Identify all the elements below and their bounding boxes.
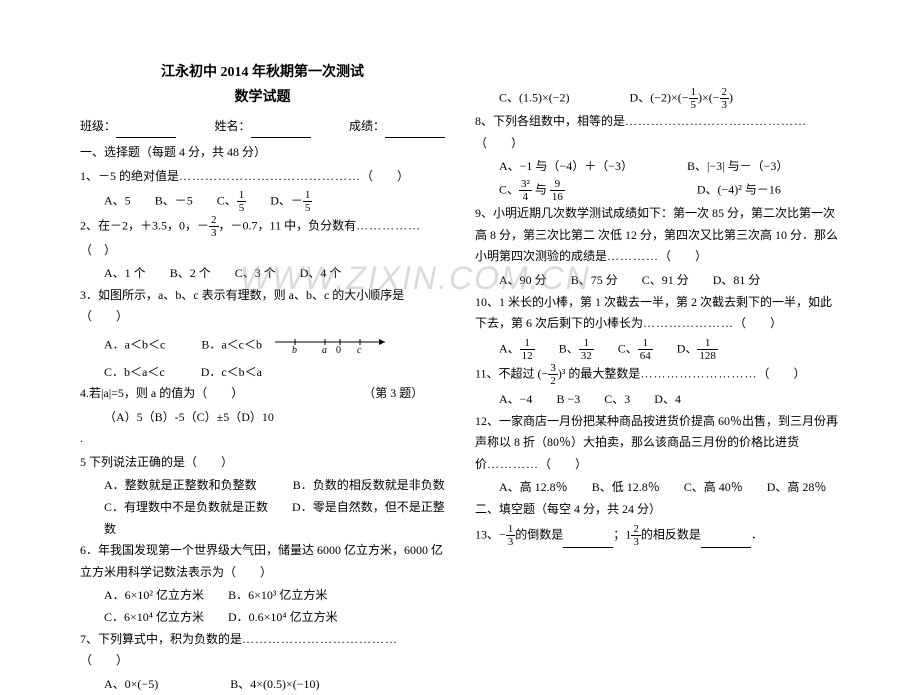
q7-options-cd: C、(1.5)×(−2) D、(−2)×(−15)×(−23)	[475, 60, 840, 111]
name-label: 姓名：	[214, 116, 250, 138]
right-column: C、(1.5)×(−2) D、(−2)×(−15)×(−23) 8、下列各组数中…	[475, 60, 840, 631]
exam-subtitle: 数学试题	[80, 85, 445, 110]
q13: 13、−13的倒数是；123的相反数是．	[475, 523, 840, 548]
svg-text:b: b	[292, 345, 297, 354]
q1-options: A、5 B、－5 C、15 D、－15	[80, 189, 445, 214]
q3-options: A．a＜b＜c B．a＜c＜b ba0c C．b＜a＜c D．c＜b＜a	[80, 330, 445, 383]
q4: 4.若|a|=5，则 a 的值为（ ） （第 3 题）	[80, 383, 445, 405]
q11-options: A、−4 B −3 C、3 D、4	[475, 389, 840, 411]
q6-options: A．6×10² 亿立方米 B．6×10³ 亿立方米 C．6×10⁴ 亿立方米 D…	[80, 585, 445, 628]
q10: 10、1 米长的小棒，第 1 次截去一半，第 2 次截去剩下的一半，如此下去，第…	[475, 292, 840, 335]
svg-text:0: 0	[336, 345, 341, 354]
q10-options: A、112 B、132 C、164 D、1128	[475, 337, 840, 362]
q1: 1、－5 的绝对值是……………………………………（ ）	[80, 166, 445, 188]
q8: 8、下列各组数中，相等的是……………………………………（ ）	[475, 111, 840, 154]
q12-options: A、高 12.8％ B、低 12.8％ C、高 40％ D、高 28％	[475, 477, 840, 499]
info-line: 班级： 姓名： 成绩：	[80, 116, 445, 138]
section-2-heading: 二、填空题（每空 4 分，共 24 分）	[475, 499, 840, 521]
q8-options: A、−1 与（−4）＋（−3） B、|−3| 与－（−3） C、3²4 与 91…	[475, 156, 840, 203]
number-line-figure: b a0 c	[275, 330, 395, 362]
q9: 9、小明近期几次数学测试成绩如下：第一次 85 分，第二次比第一次高 8 分，第…	[475, 203, 840, 268]
left-column: 江永初中 2014 年秋期第一次测试 数学试题 班级： 姓名： 成绩： 一、选择…	[80, 60, 445, 631]
svg-text:a: a	[322, 345, 327, 354]
q7: 7、下列算式中，积为负数的是………………………………（ ）	[80, 629, 445, 672]
q7-options-ab: A、0×(−5) B、4×(0.5)×(−10)	[80, 674, 445, 695]
q9-options: A、90 分 B、75 分 C、91 分 D、81 分	[475, 270, 840, 292]
exam-title: 江永初中 2014 年秋期第一次测试	[80, 60, 445, 85]
q6: 6．年我国发现第一个世界级大气田，储量达 6000 亿立方米，6000 亿立方米…	[80, 540, 445, 583]
score-label: 成绩：	[349, 116, 385, 138]
q2-options: A、1 个 B、2 个 C、3 个 D、4 个	[80, 263, 445, 285]
class-label: 班级：	[80, 116, 116, 138]
q11: 11、不超过 (−32)³ 的最大整数是………………………（ ）	[475, 362, 840, 387]
section-1-heading: 一、选择题（每题 4 分，共 48 分）	[80, 142, 445, 164]
q2: 2、在－2，＋3.5，0，－23，－0.7，11 中，负分数有……………（ ）	[80, 214, 445, 261]
svg-text:c: c	[357, 345, 362, 354]
q5: 5 下列说法正确的是（ ）	[80, 452, 445, 474]
q3-figure-label: （第 3 题）	[369, 386, 423, 400]
q4-options: （A）5（B）-5（C）±5（D）10	[80, 407, 445, 429]
q3: 3．如图所示，a、b、c 表示有理数，则 a、b、c 的大小顺序是（ ）	[80, 285, 445, 328]
q12: 12、一家商店一月份把某种商品按进货价提高 60％出售，到三月份再声称以 8 折…	[475, 411, 840, 476]
q5-options: A．整数就是正整数和负整数 B．负数的相反数就是非负数 C．有理数中不是负数就是…	[80, 475, 445, 540]
